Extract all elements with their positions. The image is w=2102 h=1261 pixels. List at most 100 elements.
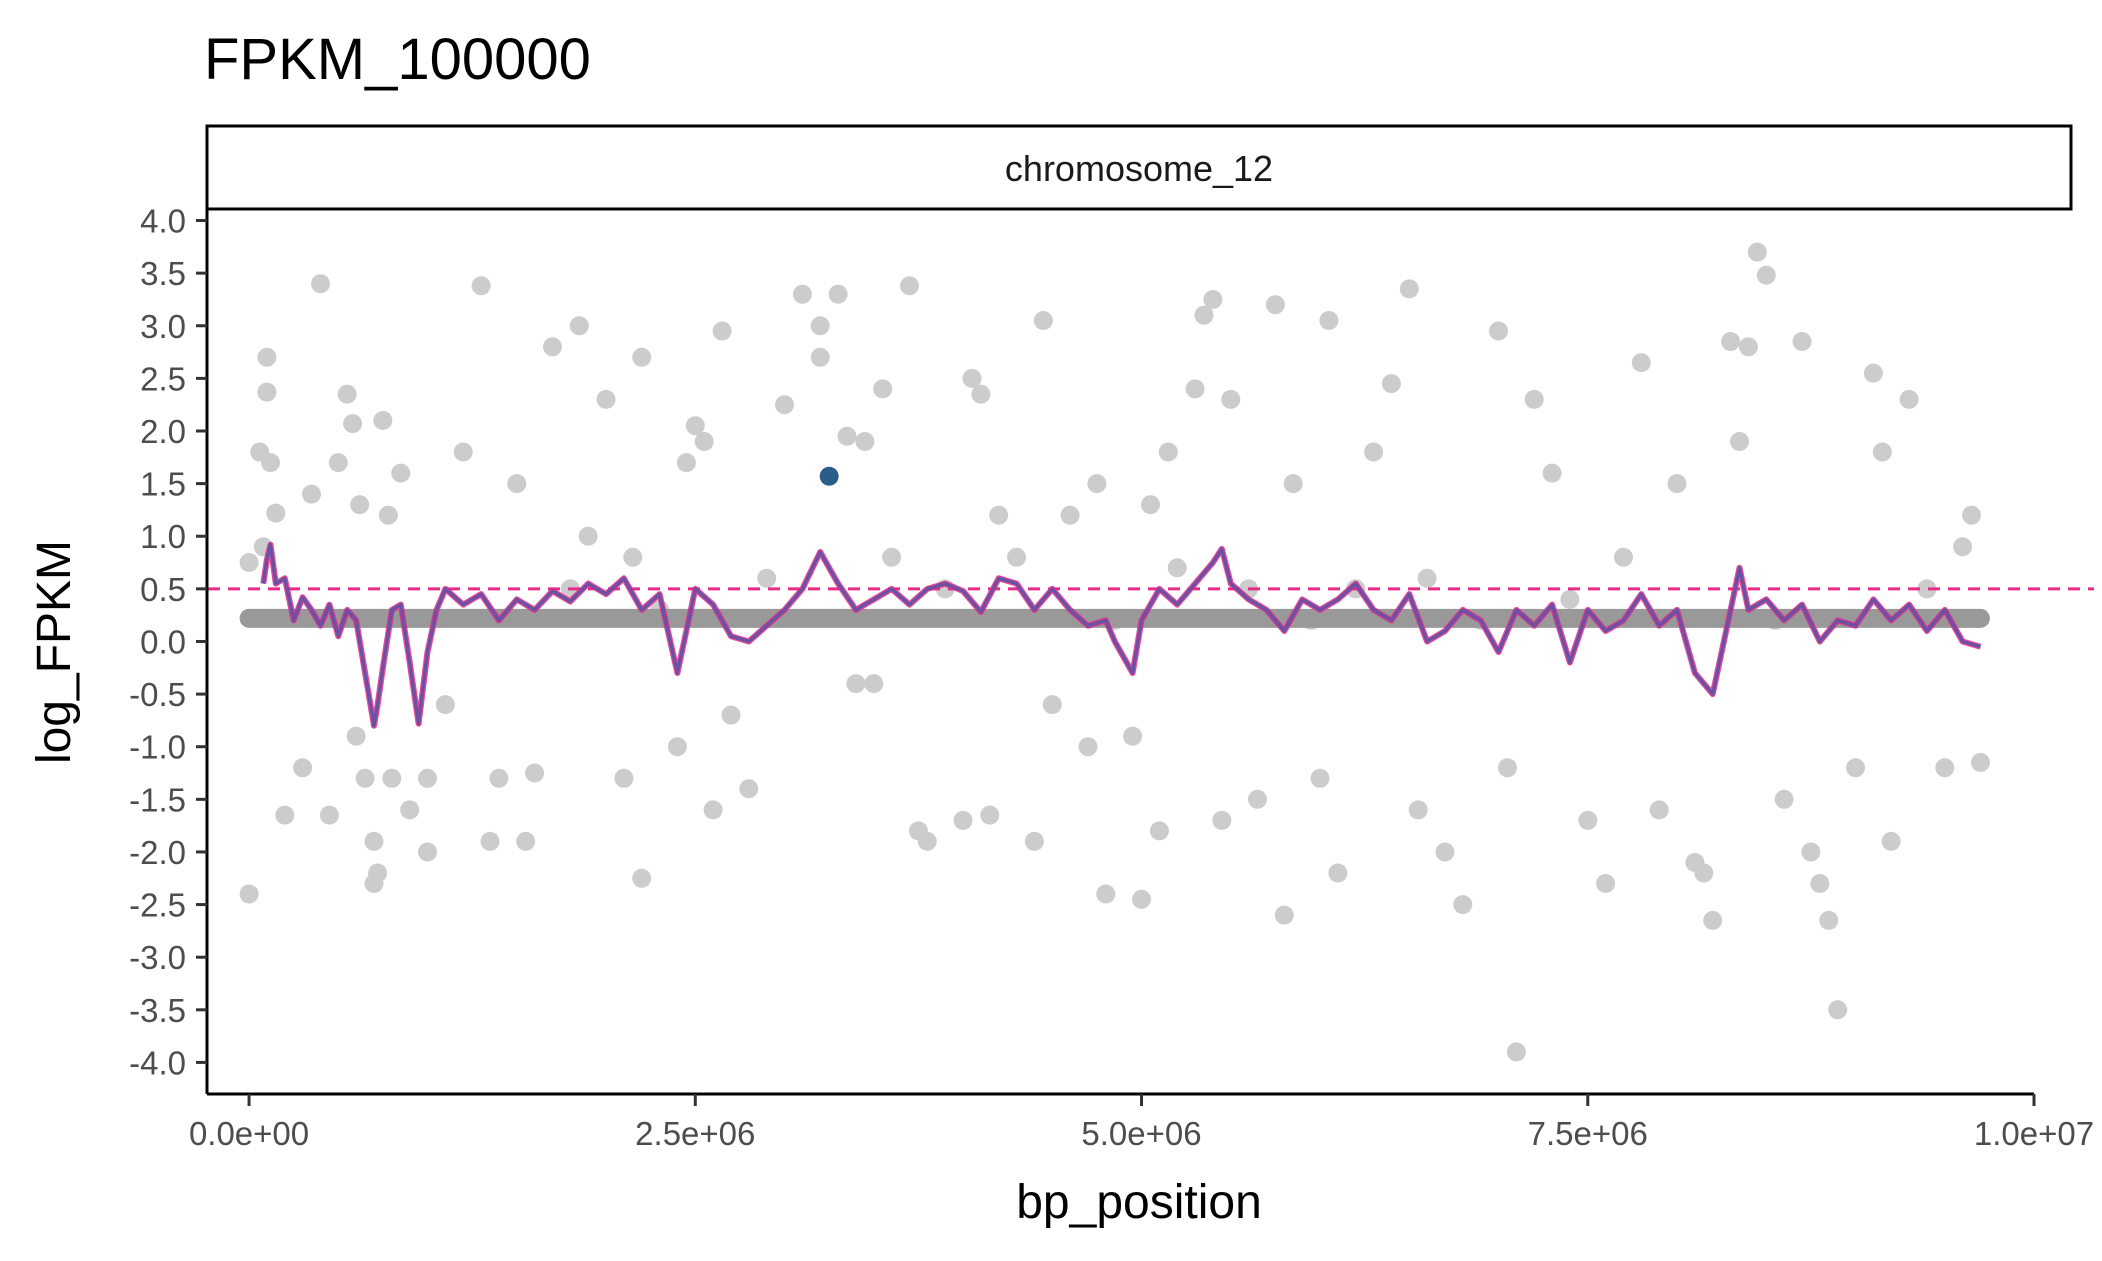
data-point bbox=[1265, 295, 1285, 315]
y-tick-label: -1.0 bbox=[129, 729, 186, 766]
data-point bbox=[1096, 884, 1116, 904]
data-point bbox=[1060, 505, 1080, 525]
data-point bbox=[1274, 905, 1294, 925]
data-point bbox=[1962, 505, 1981, 525]
data-point bbox=[980, 805, 1000, 825]
data-point bbox=[614, 768, 634, 788]
data-point bbox=[900, 276, 919, 296]
data-point bbox=[1212, 810, 1232, 830]
data-point bbox=[694, 432, 714, 451]
data-point bbox=[1435, 842, 1455, 862]
data-point bbox=[1792, 332, 1812, 351]
data-point bbox=[810, 347, 830, 367]
data-point bbox=[1703, 910, 1723, 930]
y-tick-label: 2.0 bbox=[140, 413, 186, 450]
data-point bbox=[1506, 1042, 1526, 1062]
data-point bbox=[1497, 758, 1517, 778]
data-point bbox=[578, 526, 598, 546]
data-point bbox=[1123, 726, 1143, 746]
data-point bbox=[1935, 758, 1955, 778]
chart-title: FPKM_100000 bbox=[204, 27, 591, 92]
data-point bbox=[873, 379, 893, 399]
data-point bbox=[1738, 337, 1758, 357]
data-point bbox=[1417, 568, 1437, 588]
data-point bbox=[855, 432, 875, 451]
data-point bbox=[1024, 831, 1044, 851]
y-tick-label: -2.5 bbox=[129, 887, 186, 924]
data-point bbox=[1694, 863, 1714, 883]
data-point bbox=[1203, 290, 1223, 309]
data-point bbox=[703, 800, 723, 820]
data-point bbox=[1899, 389, 1919, 409]
data-point bbox=[1364, 442, 1384, 462]
data-point bbox=[343, 414, 363, 434]
y-tick-label: 3.5 bbox=[140, 255, 186, 292]
data-point bbox=[837, 426, 857, 446]
data-point bbox=[1560, 589, 1580, 609]
data-point bbox=[1917, 579, 1937, 599]
data-point bbox=[1863, 363, 1883, 383]
data-point bbox=[418, 768, 437, 788]
plot-area bbox=[208, 242, 2094, 1062]
data-point bbox=[257, 347, 277, 367]
y-axis-title: log_FPKM bbox=[28, 540, 81, 764]
data-point bbox=[1578, 810, 1598, 830]
data-point bbox=[1381, 374, 1401, 394]
data-point bbox=[400, 800, 420, 820]
data-point bbox=[721, 705, 741, 725]
data-point bbox=[1283, 474, 1303, 494]
data-point bbox=[525, 763, 545, 783]
data-point bbox=[1078, 737, 1098, 757]
data-point bbox=[261, 453, 280, 473]
x-axis-title: bp_position bbox=[1016, 1176, 1262, 1229]
data-point bbox=[864, 674, 884, 694]
data-point bbox=[632, 347, 652, 367]
data-point bbox=[1408, 800, 1428, 820]
smoothed-line-series bbox=[261, 542, 1981, 728]
y-tick-label: -3.0 bbox=[129, 939, 186, 976]
data-point bbox=[1524, 389, 1544, 409]
data-point bbox=[1033, 311, 1053, 330]
facet-strip: chromosome_12 bbox=[205, 124, 2073, 211]
data-point bbox=[1319, 311, 1339, 330]
data-point bbox=[507, 474, 527, 494]
data-point bbox=[346, 726, 366, 746]
data-point bbox=[1042, 695, 1062, 715]
data-point bbox=[846, 674, 866, 694]
data-point bbox=[350, 495, 370, 515]
data-point bbox=[1614, 547, 1633, 567]
data-point bbox=[489, 768, 509, 788]
data-point bbox=[1846, 758, 1865, 778]
data-point bbox=[1194, 305, 1214, 325]
data-point bbox=[1542, 463, 1562, 483]
data-point bbox=[1801, 842, 1821, 862]
y-tick-label: -2.0 bbox=[129, 834, 186, 871]
y-tick-label: 1.5 bbox=[140, 466, 186, 503]
data-point bbox=[1819, 910, 1839, 930]
data-point bbox=[775, 395, 794, 415]
data-point bbox=[239, 553, 259, 572]
data-point bbox=[328, 453, 348, 473]
data-point bbox=[391, 463, 411, 483]
x-tick-label: 1.0e+07 bbox=[1974, 1115, 2094, 1152]
axes: 4.0 3.5 3.0 2.5 2.0 1.5 1.0 0.5 0.0 -0.5 -1.0 -1.5 -… bbox=[129, 203, 2094, 1152]
data-point bbox=[917, 831, 937, 851]
data-point bbox=[471, 276, 491, 296]
data-point bbox=[971, 384, 991, 404]
data-point bbox=[810, 316, 830, 336]
data-point bbox=[685, 416, 705, 436]
data-point bbox=[302, 484, 321, 504]
data-point bbox=[1453, 895, 1473, 915]
y-tick-label: 0.5 bbox=[140, 571, 186, 608]
data-point bbox=[792, 284, 812, 304]
data-point bbox=[739, 779, 759, 799]
data-point bbox=[543, 337, 562, 357]
data-point bbox=[623, 547, 643, 567]
data-point bbox=[676, 453, 696, 473]
data-point bbox=[1141, 495, 1160, 515]
data-point bbox=[275, 805, 295, 825]
y-tick-label: 4.0 bbox=[140, 203, 186, 240]
data-point bbox=[516, 831, 536, 851]
data-point bbox=[1756, 265, 1776, 285]
data-point bbox=[1774, 789, 1794, 809]
